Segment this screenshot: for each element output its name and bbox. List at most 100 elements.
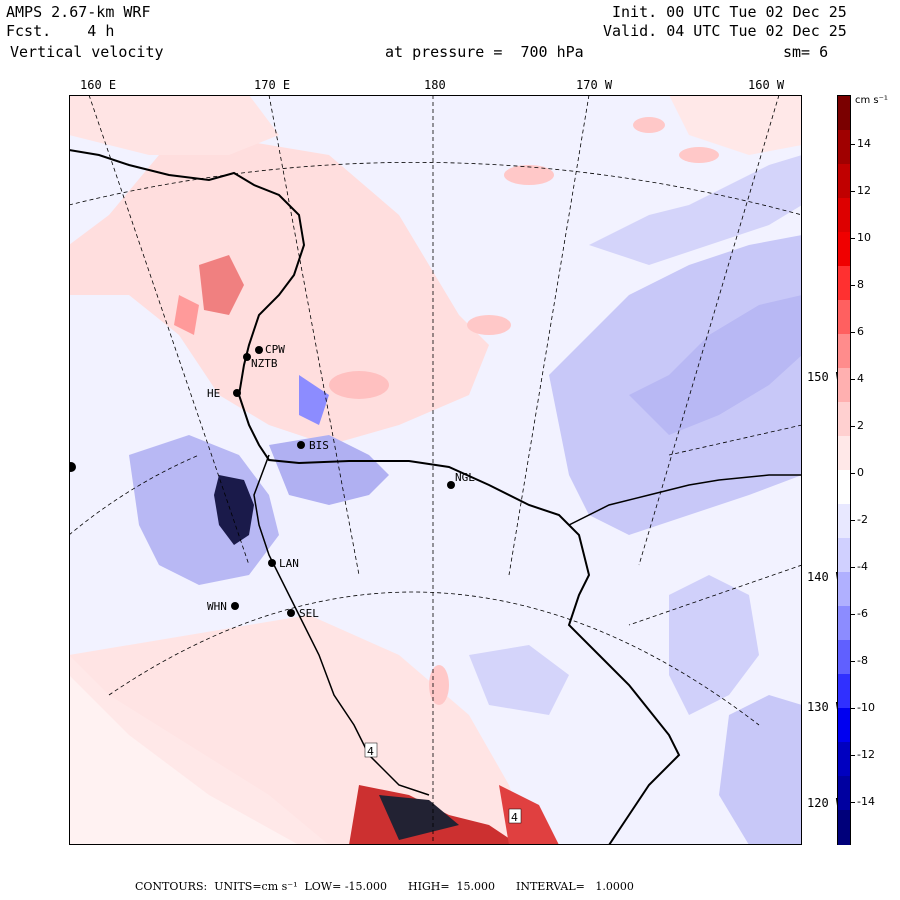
- pressure-level: at pressure = 700 hPa: [385, 43, 584, 61]
- coastline: [568, 474, 802, 526]
- station-dot: [69, 462, 76, 472]
- station-dot: [447, 481, 455, 489]
- vertical-velocity-map: CPW NZTB HE BIS NGL LAN WHN SEL 4 4: [69, 95, 802, 845]
- negative-region: [719, 695, 802, 845]
- colorbar-segment: [838, 164, 850, 199]
- station-dot: [231, 602, 239, 610]
- colorbar-segment: [838, 572, 850, 607]
- colorbar-segment: [838, 606, 850, 641]
- negative-region: [299, 375, 329, 425]
- lon-label: 170 E: [254, 78, 291, 92]
- lon-label: 160 W: [748, 78, 785, 92]
- strong-updraft: [379, 795, 459, 840]
- colorbar-tick: [851, 473, 855, 474]
- station-label: NZTB: [251, 357, 278, 370]
- colorbar-tick: [851, 379, 855, 380]
- colorbar-label: 0: [857, 466, 864, 479]
- init-time: Init. 00 UTC Tue 02 Dec 25: [612, 3, 847, 21]
- colorbar-label: 12: [857, 184, 871, 197]
- colorbar: [837, 95, 851, 845]
- station-label: LAN: [279, 557, 299, 570]
- colorbar-label: 8: [857, 278, 864, 291]
- negative-region: [629, 295, 802, 435]
- contour-info: CONTOURS: UNITS=cm s⁻¹ LOW= -15.000 HIGH…: [135, 880, 634, 893]
- positive-region: [69, 95, 279, 155]
- strong-updraft: [174, 295, 199, 335]
- colorbar-segment: [838, 776, 850, 811]
- colorbar-tick: [851, 755, 855, 756]
- station-dot: [297, 441, 305, 449]
- negative-region: [129, 435, 279, 585]
- positive-region: [69, 135, 489, 445]
- station-label: SEL: [299, 607, 319, 620]
- contour-label: 4: [511, 811, 518, 824]
- negative-region: [269, 435, 389, 505]
- station-label: CPW: [265, 343, 285, 356]
- colorbar-label: -14: [857, 795, 875, 808]
- station-dot: [268, 559, 276, 567]
- colorbar-label: 2: [857, 419, 864, 432]
- station-dot: [243, 353, 251, 361]
- colorbar-units: cm s⁻¹: [855, 95, 888, 106]
- colorbar-segment: [838, 266, 850, 301]
- colorbar-label: 4: [857, 372, 864, 385]
- station-label: NGL: [455, 471, 475, 484]
- neutral-region: [69, 675, 299, 845]
- contour-label: 4: [367, 745, 374, 758]
- station-dot: [233, 389, 241, 397]
- colorbar-segment: [838, 334, 850, 369]
- colorbar-label: 10: [857, 231, 871, 244]
- forecast-hour: Fcst. 4 h: [6, 22, 115, 40]
- coastline: [253, 454, 430, 796]
- model-title: AMPS 2.67-km WRF: [6, 3, 151, 21]
- colorbar-tick: [851, 238, 855, 239]
- colorbar-segment: [838, 810, 850, 845]
- colorbar-tick: [851, 332, 855, 333]
- graticule: [69, 95, 802, 845]
- negative-region: [589, 155, 802, 265]
- positive-region: [669, 95, 802, 155]
- lon-label: 180: [424, 78, 446, 92]
- station-label: WHN: [207, 600, 227, 613]
- negative-region: [669, 575, 759, 715]
- colorbar-segment: [838, 368, 850, 403]
- station-markers: [69, 346, 455, 617]
- colorbar-tick: [851, 285, 855, 286]
- colorbar-label: -8: [857, 654, 868, 667]
- colorbar-tick: [851, 191, 855, 192]
- colorbar-segment: [838, 232, 850, 267]
- colorbar-segment: [838, 674, 850, 709]
- colorbar-segment: [838, 130, 850, 165]
- colorbar-label: -4: [857, 560, 868, 573]
- lon-label: 160 E: [80, 78, 117, 92]
- colorbar-segment: [838, 300, 850, 335]
- colorbar-segment: [838, 470, 850, 505]
- station-dot: [255, 346, 263, 354]
- strong-updraft: [214, 475, 254, 545]
- colorbar-segment: [838, 640, 850, 675]
- station-dot: [287, 609, 295, 617]
- colorbar-tick: [851, 802, 855, 803]
- colorbar-label: 14: [857, 137, 871, 150]
- negative-region: [469, 645, 569, 715]
- colorbar-label: -6: [857, 607, 868, 620]
- lat-label: 150 W: [807, 370, 844, 384]
- colorbar-tick: [851, 708, 855, 709]
- colorbar-segment: [838, 708, 850, 743]
- colorbar-segment: [838, 402, 850, 437]
- smoothing: sm= 6: [783, 43, 829, 61]
- colorbar-tick: [851, 567, 855, 568]
- field-name: Vertical velocity: [10, 43, 164, 61]
- strong-updraft: [499, 785, 559, 845]
- colorbar-tick: [851, 661, 855, 662]
- strong-updraft: [199, 255, 244, 315]
- station-label: HE: [207, 387, 220, 400]
- colorbar-label: 6: [857, 325, 864, 338]
- colorbar-segment: [838, 504, 850, 539]
- valid-time: Valid. 04 UTC Tue 02 Dec 25: [603, 22, 847, 40]
- colorbar-label: -10: [857, 701, 875, 714]
- colorbar-tick: [851, 144, 855, 145]
- colorbar-label: -2: [857, 513, 868, 526]
- lon-label: 170 W: [576, 78, 613, 92]
- coastline: [69, 149, 681, 845]
